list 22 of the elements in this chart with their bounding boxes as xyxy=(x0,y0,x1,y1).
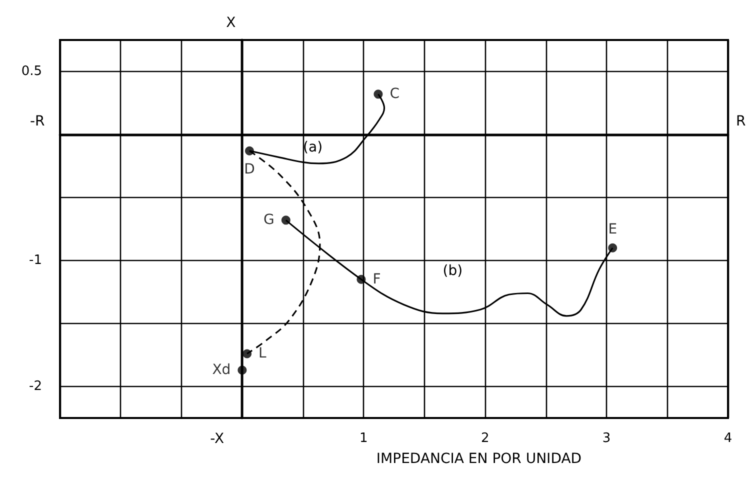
data-label: G xyxy=(264,212,274,228)
data-label: Xd xyxy=(212,362,231,378)
data-label: D xyxy=(244,161,255,178)
text: -X xyxy=(210,431,225,447)
y-axis-title: X xyxy=(226,15,236,31)
data-label: E xyxy=(608,221,618,238)
x-tick-label: 2 xyxy=(480,431,490,446)
x-tick-label: 3 xyxy=(602,431,611,446)
y-tick-label: -1 xyxy=(29,253,42,268)
annotation: (a) xyxy=(303,140,323,156)
text: -R xyxy=(30,114,46,130)
point xyxy=(238,366,247,375)
x-tick-label: 1 xyxy=(359,431,368,446)
data-label: L xyxy=(258,346,267,362)
annotation: (b) xyxy=(442,263,463,280)
text: R xyxy=(736,114,746,130)
x-tick-label: 4 xyxy=(724,431,732,446)
data-label: C xyxy=(390,86,400,102)
y-tick-label: -2 xyxy=(29,379,42,394)
x-axis-title: IMPEDANCIA EN POR UNIDAD xyxy=(376,451,582,467)
data-label: F xyxy=(372,271,381,288)
y-tick-label: 0.5 xyxy=(21,64,42,79)
